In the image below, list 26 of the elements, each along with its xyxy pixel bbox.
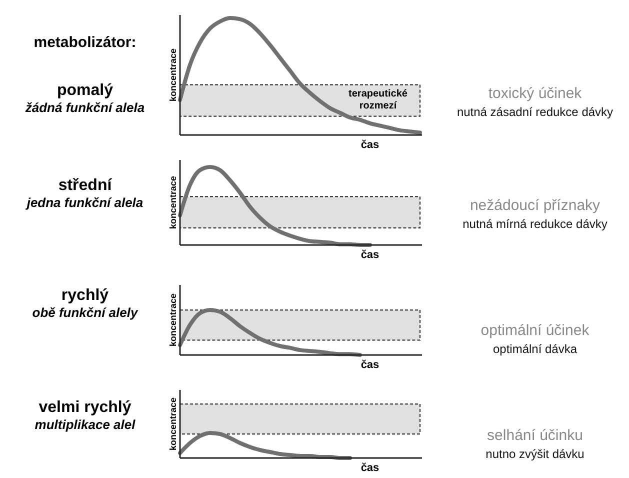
text: optimální účinek (480, 322, 590, 339)
text: pomalý (56, 82, 114, 99)
band-label: terapeutické rozmezí (348, 88, 408, 112)
x-axis-title: čas (360, 249, 380, 261)
text: nutná mírná redukce dávky (462, 217, 608, 231)
y-axis-title: koncentrace (168, 48, 178, 102)
text: jedna funkční alela (24, 195, 144, 210)
chart-title: velmi rychlý (38, 399, 132, 416)
text: střední (58, 177, 112, 194)
text: nežádoucí příznaky (470, 197, 601, 214)
text: žádná funkční alela (24, 100, 145, 115)
text: nutno zvýšit dávku (486, 447, 584, 461)
y-axis-title: koncentrace (168, 176, 178, 230)
y-axis-title: koncentrace (168, 397, 178, 451)
text: toxický účinek (488, 85, 582, 102)
x-axis-title: čas (360, 139, 380, 151)
text: nutná zásadní redukce dávky (456, 105, 614, 119)
y-axis-title: koncentrace (168, 293, 178, 347)
chart-title: rychlý (61, 287, 109, 304)
text: optimální dávka (492, 342, 578, 356)
x-axis-title: čas (360, 462, 380, 474)
x-axis-title: čas (360, 359, 380, 371)
text: selhání účinku (487, 427, 583, 444)
text: metabolizátor: (34, 34, 136, 51)
chart-subtitle: obě funkční alely (32, 305, 138, 320)
chart-subtitle: multiplikace alel (34, 417, 136, 432)
